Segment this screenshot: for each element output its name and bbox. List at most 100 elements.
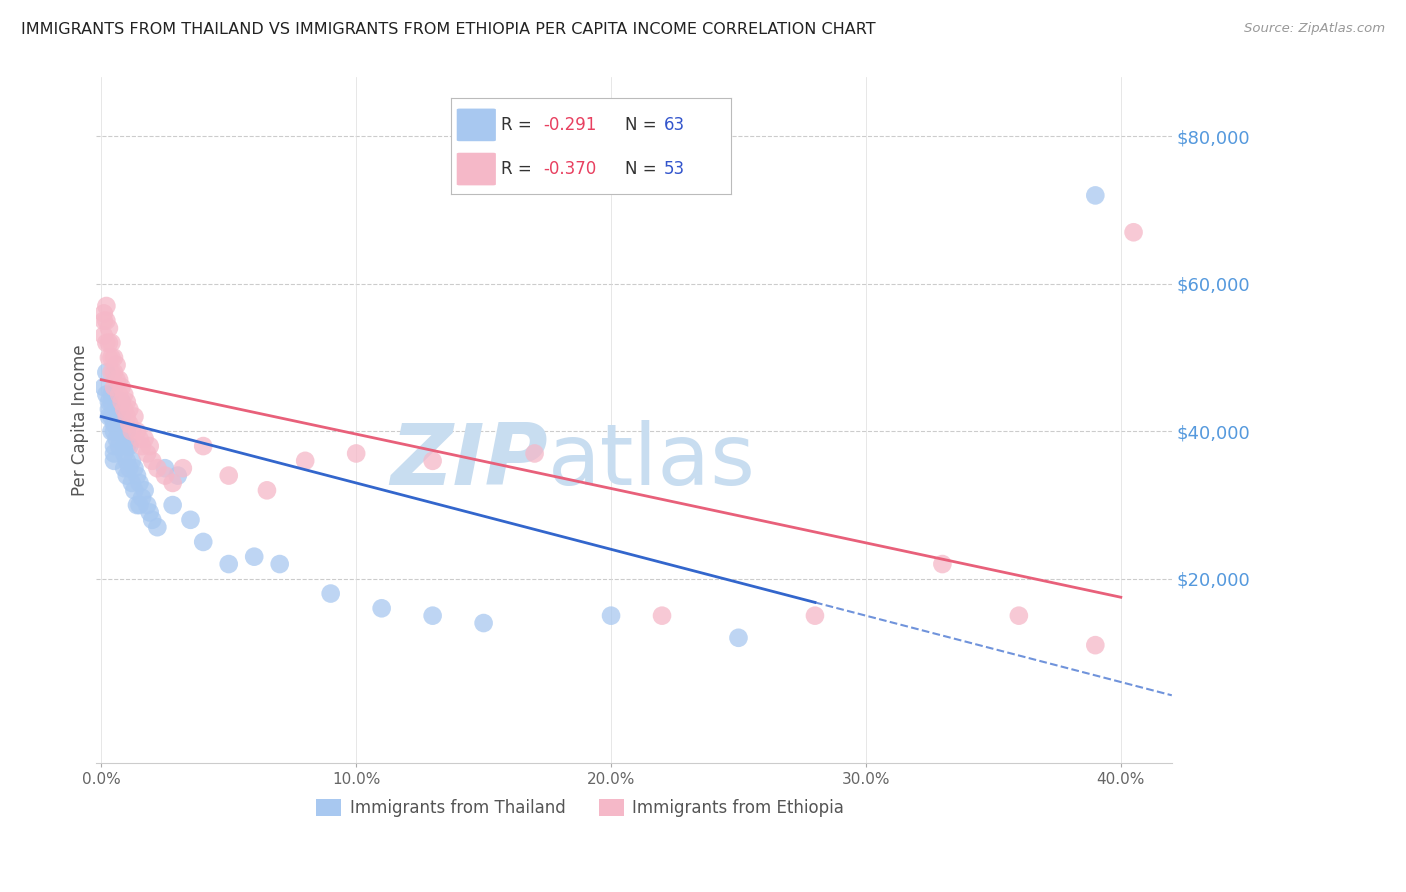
Text: ZIP: ZIP [391,420,548,503]
Text: Source: ZipAtlas.com: Source: ZipAtlas.com [1244,22,1385,36]
Point [141,454,163,468]
Point [1084,188,1107,202]
Point [97,321,120,335]
Point [100,351,122,365]
Point [1122,225,1144,239]
Point [370,601,392,615]
Point [96,335,118,350]
Point [128,498,150,512]
Point [115,439,138,453]
Point [128,432,150,446]
Point [93,306,115,320]
Point [294,454,316,468]
Point [105,417,128,431]
Point [179,513,201,527]
Point [121,475,143,490]
Point [111,380,134,394]
Point [103,417,125,431]
Point [472,615,495,630]
Point [112,402,135,417]
Point [115,409,138,424]
Point [100,365,122,379]
Point [118,461,141,475]
Point [193,439,215,453]
Point [124,461,146,475]
Point [93,328,115,343]
Point [108,439,131,453]
Point [108,402,131,417]
Point [804,608,827,623]
Point [108,387,131,401]
Point [1084,638,1107,652]
Point [103,351,125,365]
Point [651,608,673,623]
Point [111,395,134,409]
Point [115,425,138,439]
Point [319,586,342,600]
Point [111,425,134,439]
Point [136,498,159,512]
Point [125,498,148,512]
Point [96,299,118,313]
Point [125,468,148,483]
Point [105,432,128,446]
Point [162,498,184,512]
Point [105,373,128,387]
Point [134,432,156,446]
Point [111,395,134,409]
Point [153,468,176,483]
Y-axis label: Per Capita Income: Per Capita Income [72,344,89,496]
Point [218,557,240,571]
Point [138,439,160,453]
Point [523,446,546,460]
Point [1008,608,1031,623]
Point [141,513,163,527]
Point [166,468,188,483]
Point [218,468,240,483]
Point [100,335,122,350]
Point [93,314,115,328]
Point [112,439,135,453]
Point [125,425,148,439]
Text: IMMIGRANTS FROM THAILAND VS IMMIGRANTS FROM ETHIOPIA PER CAPITA INCOME CORRELATI: IMMIGRANTS FROM THAILAND VS IMMIGRANTS F… [21,22,876,37]
Point [96,387,118,401]
Point [118,402,141,417]
Point [243,549,266,564]
Point [256,483,278,498]
Point [100,409,122,424]
Point [727,631,749,645]
Point [97,409,120,424]
Point [115,468,138,483]
Point [121,454,143,468]
Point [146,461,169,475]
Point [97,402,120,417]
Point [100,395,122,409]
Point [97,351,120,365]
Point [105,402,128,417]
Point [103,454,125,468]
Point [422,608,444,623]
Point [146,520,169,534]
Point [111,409,134,424]
Point [103,446,125,460]
Point [172,461,194,475]
Point [153,461,176,475]
Point [124,409,146,424]
Point [108,373,131,387]
Point [115,395,138,409]
Point [931,557,953,571]
Point [96,314,118,328]
Point [103,425,125,439]
Point [100,387,122,401]
Point [128,475,150,490]
Point [134,483,156,498]
Point [422,454,444,468]
Point [131,439,153,453]
Point [118,439,141,453]
Point [344,446,367,460]
Point [97,395,120,409]
Point [105,358,128,372]
Point [96,365,118,379]
Point [112,387,135,401]
Point [103,439,125,453]
